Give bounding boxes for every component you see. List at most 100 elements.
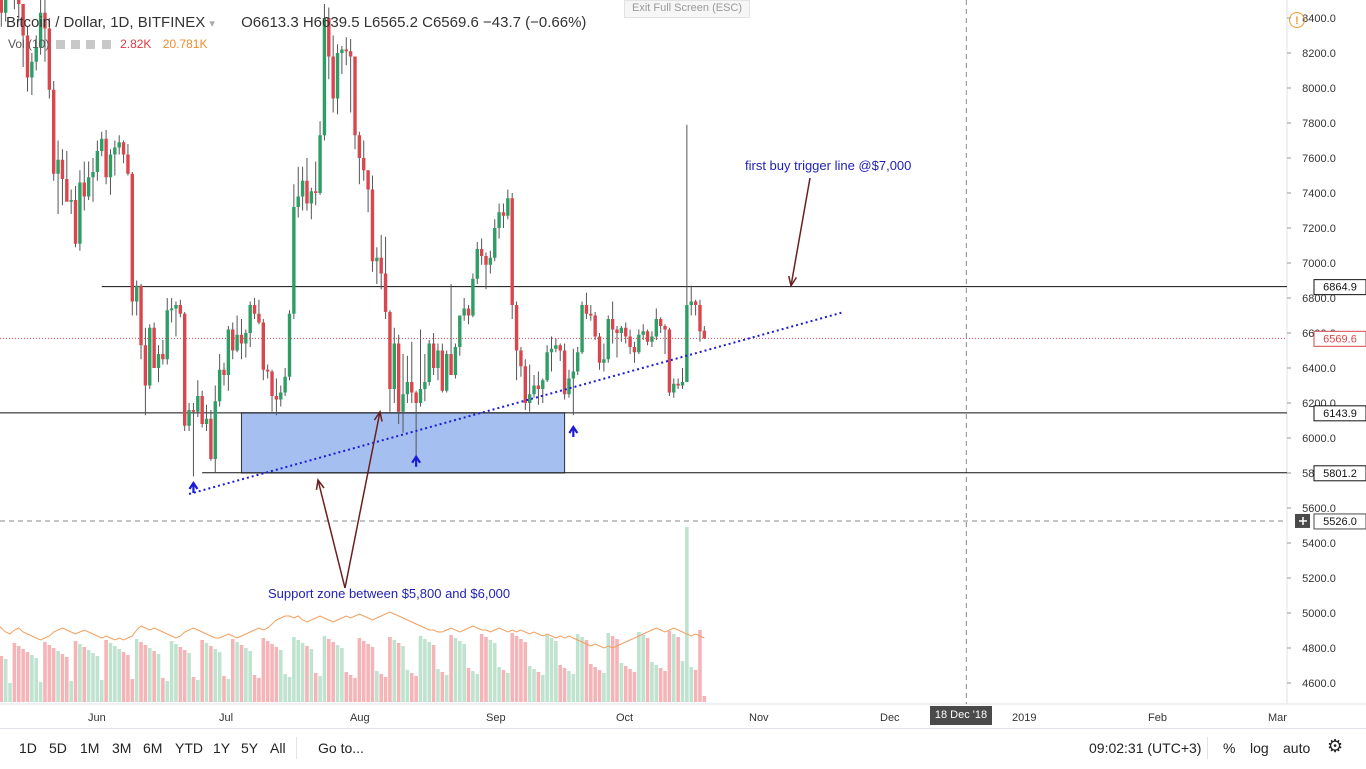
volume-bar: [396, 643, 401, 702]
candle-body: [619, 327, 624, 333]
range-1d-button[interactable]: 1D: [19, 740, 37, 756]
candle-body: [126, 154, 130, 174]
volume-bar: [366, 644, 370, 702]
auto-toggle[interactable]: auto: [1283, 740, 1311, 756]
candle-body: [449, 354, 453, 375]
candle-body: [174, 305, 178, 309]
candle-body: [501, 212, 506, 216]
volume-bar: [615, 639, 619, 702]
candle-body: [91, 172, 95, 178]
volume-bar: [641, 635, 645, 702]
plus-icon[interactable]: [86, 40, 96, 50]
volume-bar: [340, 648, 344, 702]
candle-body: [344, 49, 348, 52]
candle-body: [231, 329, 235, 351]
candle-body: [418, 389, 423, 403]
x-tick-label: Sep: [486, 712, 506, 724]
volume-bar: [606, 633, 611, 702]
volume-bar: [571, 674, 576, 702]
candle-body: [169, 308, 174, 311]
candle-body: [523, 366, 527, 403]
volume-bar: [532, 669, 536, 702]
range-5y-button[interactable]: 5Y: [241, 740, 259, 756]
x-tick-label: Jun: [88, 712, 106, 724]
support-arrow-right-head: [373, 409, 383, 422]
log-toggle[interactable]: log: [1250, 740, 1269, 756]
candle-body: [514, 305, 519, 351]
y-tick-label: 4800.0: [1302, 643, 1336, 655]
candle-body: [567, 378, 571, 395]
volume-bar: [209, 646, 213, 702]
x-tick-label: Feb: [1148, 712, 1167, 724]
volume-bar: [375, 671, 379, 702]
volume-bar: [536, 672, 541, 702]
clock-display[interactable]: 09:02:31 (UTC+3): [1089, 740, 1202, 756]
volume-bar: [584, 640, 589, 702]
exit-fullscreen-button[interactable]: Exit Full Screen (ESC): [624, 0, 750, 18]
candle-body: [615, 329, 619, 333]
alert-icon[interactable]: !: [1289, 12, 1305, 28]
settings-icon[interactable]: [71, 40, 81, 50]
volume-bar: [449, 635, 453, 702]
volume-bar: [278, 650, 283, 702]
range-all-button[interactable]: All: [270, 740, 286, 756]
volume-bar: [510, 633, 514, 702]
volume-bar: [60, 654, 65, 702]
candle-body: [396, 343, 401, 412]
percent-toggle[interactable]: %: [1223, 740, 1236, 756]
resistance-price-label: 6864.9: [1323, 282, 1357, 294]
volume-bar: [30, 655, 34, 702]
symbol-title[interactable]: Bitcoin / Dollar, 1D, BITFINEX: [6, 14, 206, 31]
volume-bar: [204, 643, 209, 702]
candle-body: [191, 410, 196, 412]
candle-body: [322, 18, 327, 136]
volume-bar: [357, 638, 362, 702]
volume-bar: [296, 640, 301, 702]
volume-bar: [685, 527, 689, 702]
volume-bar: [658, 668, 663, 702]
volume-bar: [139, 642, 143, 702]
symbol-legend: Bitcoin / Dollar, 1D, BITFINEX ▾ O6613.3…: [6, 14, 586, 31]
volume-bar: [213, 649, 218, 702]
range-1y-button[interactable]: 1Y: [213, 740, 231, 756]
goto-button[interactable]: Go to...: [318, 740, 364, 756]
volume-bar: [300, 643, 305, 702]
range-6m-button[interactable]: 6M: [143, 740, 163, 756]
volume-bar: [51, 648, 56, 702]
candle-body: [362, 158, 366, 171]
candle-body: [148, 327, 152, 386]
range-5d-button[interactable]: 5D: [49, 740, 67, 756]
candle-body: [213, 401, 217, 459]
volume-bar: [431, 645, 436, 702]
candle-body: [375, 257, 379, 262]
candle-body: [580, 305, 584, 353]
candle-body: [305, 180, 309, 204]
eye-icon[interactable]: [55, 40, 65, 50]
candle-body: [226, 329, 231, 375]
range-3m-button[interactable]: 3M: [112, 740, 132, 756]
volume-bar: [361, 641, 366, 702]
bottom-toolbar: 1D 5D 1M 3M 6M YTD 1Y 5Y All Go to... 09…: [0, 728, 1366, 769]
volume-bar: [143, 645, 148, 702]
symbol-dropdown-icon[interactable]: ▾: [209, 18, 215, 30]
candle-body: [279, 392, 283, 400]
candle-body: [209, 418, 213, 459]
range-ytd-button[interactable]: YTD: [175, 740, 203, 756]
candle-body: [34, 47, 38, 62]
range-1m-button[interactable]: 1M: [80, 740, 100, 756]
gear-icon[interactable]: ⚙: [1327, 736, 1344, 756]
volume-bar: [309, 649, 314, 702]
x-tick-label: Oct: [616, 712, 634, 724]
price-chart[interactable]: 4600.04800.05000.05200.05400.05600.05800…: [0, 0, 1366, 728]
volume-bar: [47, 645, 52, 702]
volume-label[interactable]: Vol (10): [8, 37, 50, 51]
candle-body: [427, 343, 431, 382]
candle-body: [632, 347, 637, 353]
x-tick-label: Aug: [350, 712, 370, 724]
y-tick-label: 8400.0: [1302, 13, 1336, 25]
volume-bar: [414, 676, 418, 702]
candle-body: [69, 200, 73, 202]
close-icon[interactable]: [101, 40, 111, 50]
candle-body: [340, 49, 344, 53]
volume-bar: [113, 646, 117, 702]
